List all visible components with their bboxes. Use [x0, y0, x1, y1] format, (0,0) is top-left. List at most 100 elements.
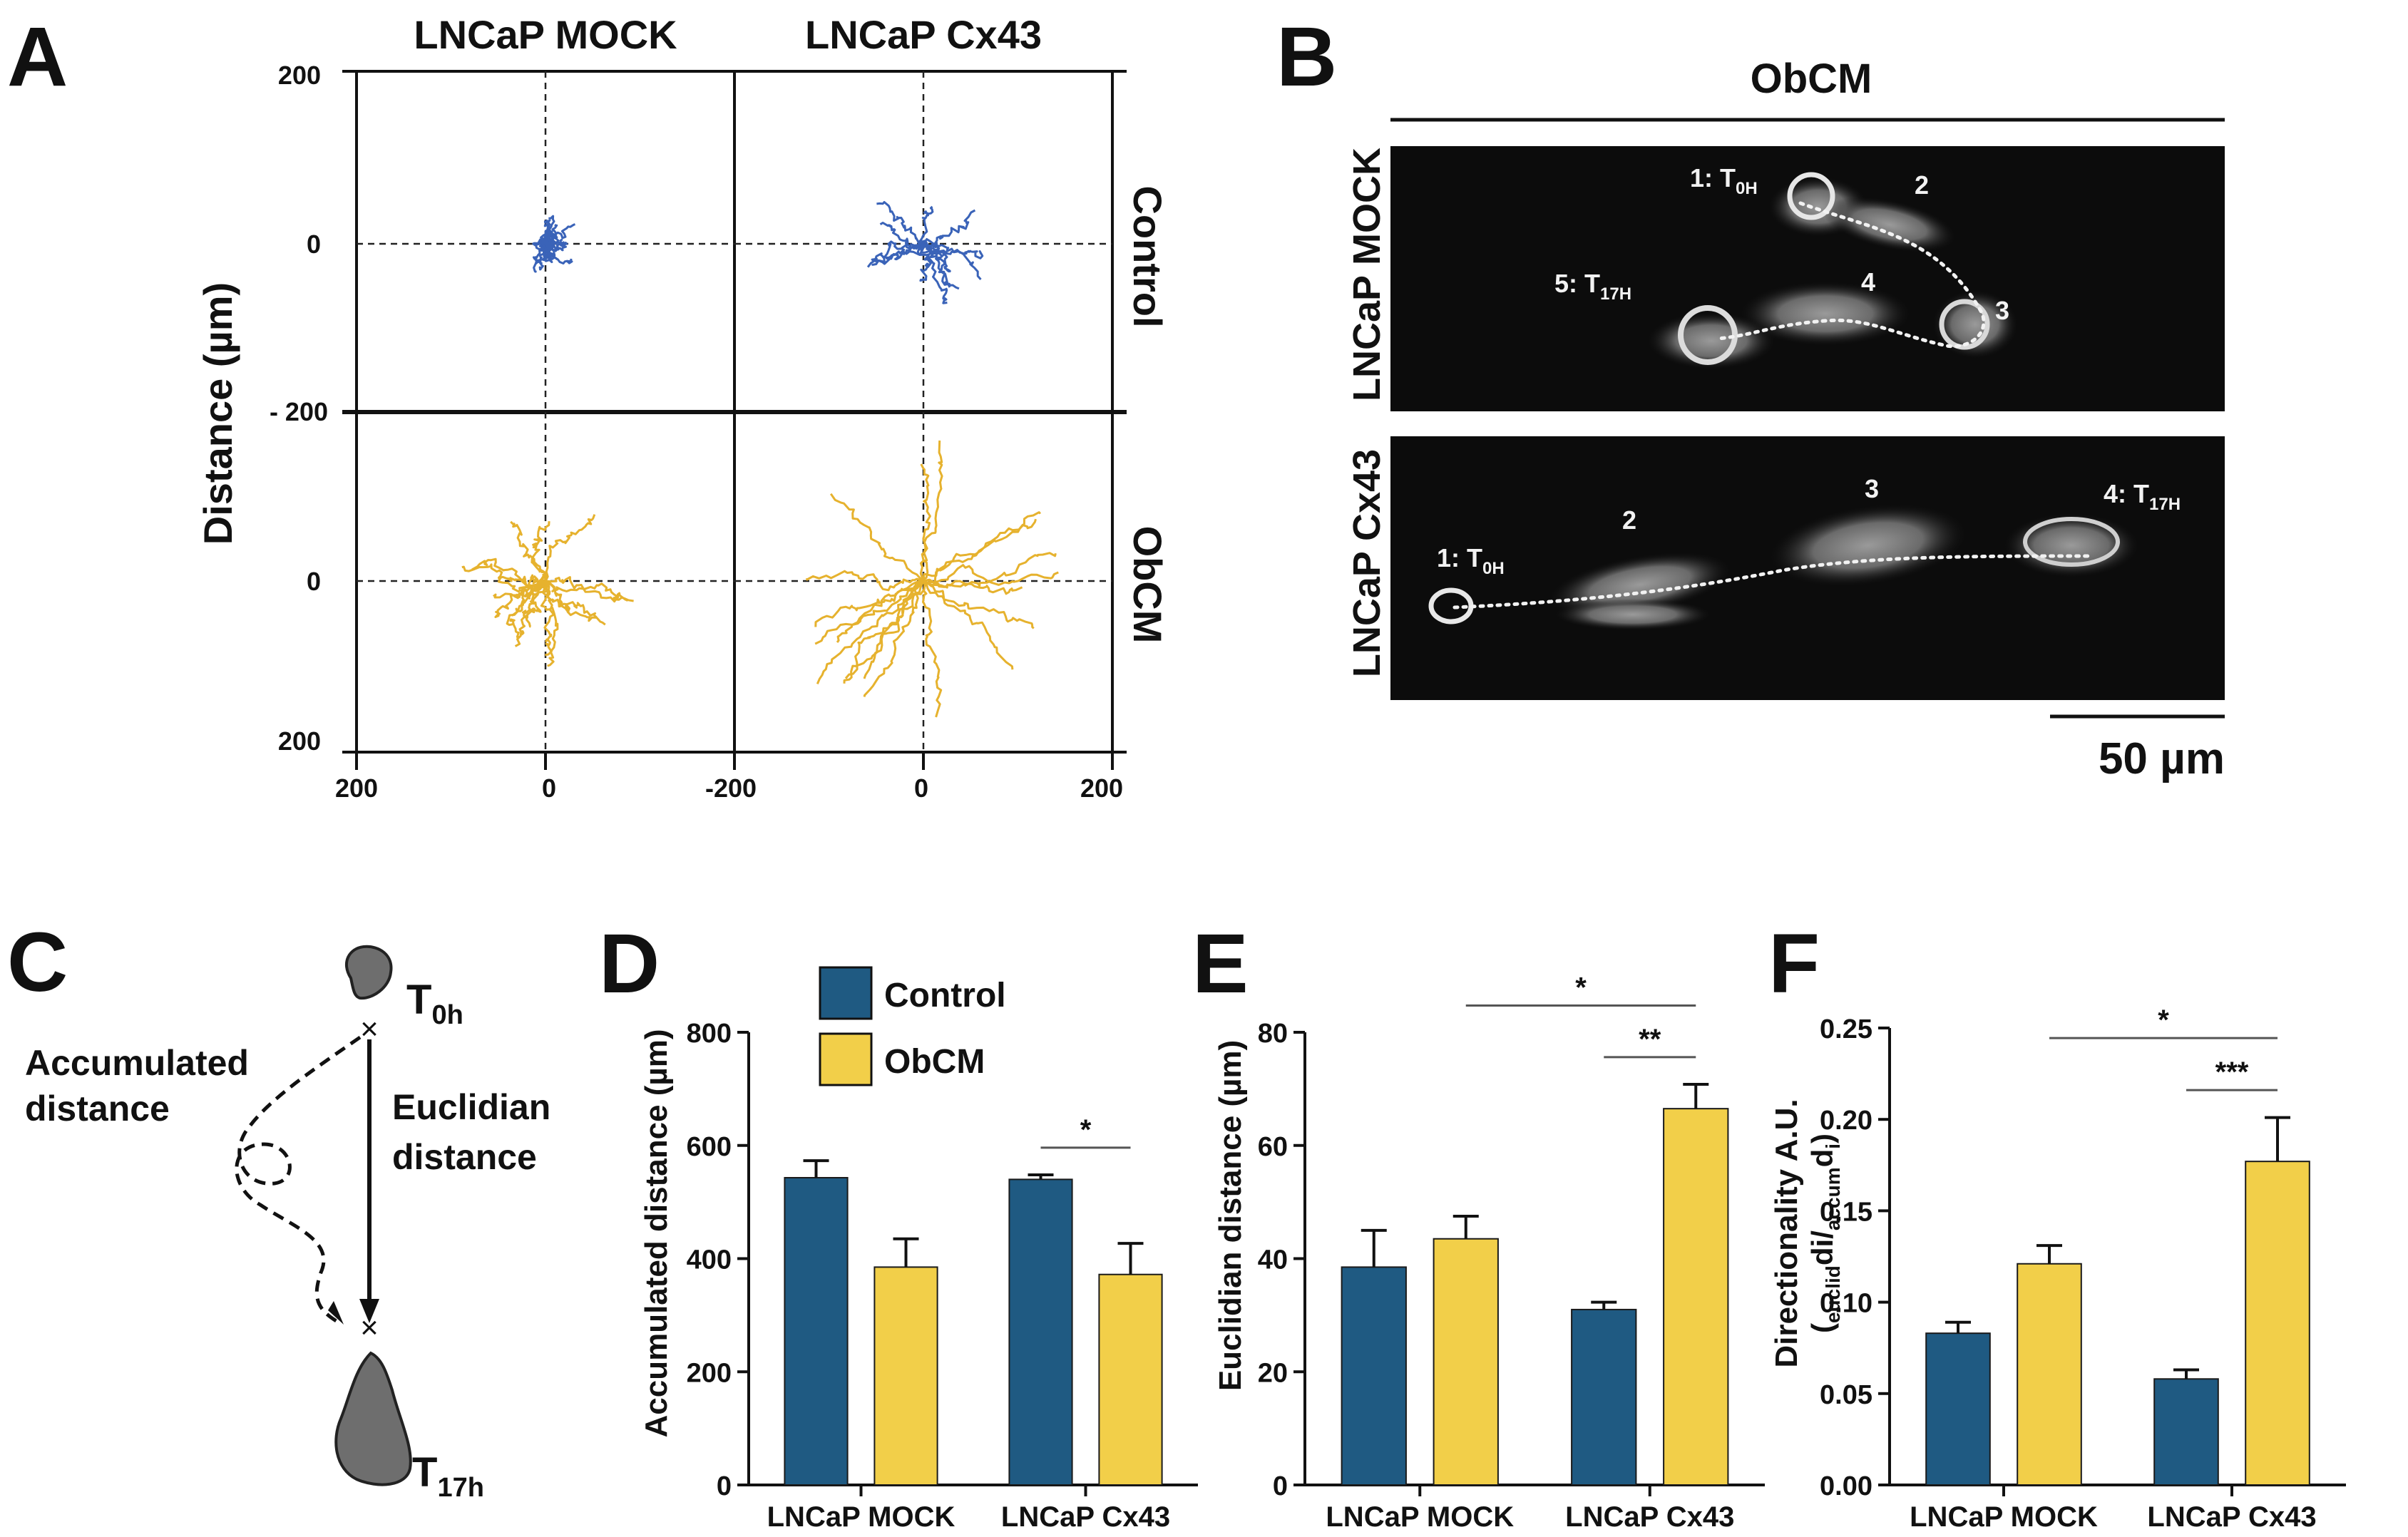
bar-control-2	[1571, 1308, 1637, 1486]
y-tick-label: 0	[1273, 1471, 1288, 1501]
mock-label-4: 4	[1861, 267, 1875, 297]
migration-track	[922, 580, 1035, 629]
panel-a-ticks: 200 0 - 200 0 200 200 0 -200 0 200	[270, 61, 1123, 803]
bar-obcm-2	[1098, 1273, 1163, 1486]
panel-d-label: D	[599, 917, 660, 1011]
chart-d: 0 200 400 600 800 Accumulated distance (µm) LN…	[639, 1019, 1198, 1533]
chart-e: 0 20 40 60 80 Euclidian distance (µm) LNCaP MO…	[1213, 972, 1765, 1533]
y-tick-label: 0.25	[1820, 1014, 1872, 1044]
migration-track	[544, 580, 634, 602]
legend-label-control: Control	[884, 977, 1006, 1014]
migration-track	[538, 241, 548, 271]
tracks-cx43-control	[866, 201, 984, 304]
legend: Control ObCM	[819, 966, 1006, 1086]
bar-control-1	[1925, 1332, 1991, 1486]
a-xtick-label-4: 0	[914, 773, 928, 803]
cell-blob	[1823, 197, 1957, 252]
migration-track	[506, 580, 546, 639]
migration-track	[917, 205, 934, 246]
y-tick-label: 800	[687, 1019, 732, 1049]
significance-label: *	[1080, 1114, 1092, 1146]
significance-label: **	[1639, 1024, 1661, 1055]
cell-blob	[2004, 513, 2139, 577]
y-tick-label: 600	[687, 1132, 732, 1162]
migration-track	[876, 201, 924, 245]
bar-control-1	[784, 1176, 849, 1486]
cell-ring	[1787, 172, 1835, 220]
x-tick-label: LNCaP Cx43	[1001, 1501, 1170, 1533]
cell-ring	[2023, 517, 2120, 567]
accumulated-label-1: Accumulated	[25, 1043, 249, 1083]
cx43-label-3: 3	[1865, 474, 1879, 503]
bar-control-2	[2153, 1378, 2219, 1486]
y-axis-label: Euclidian distance (µm)	[1213, 1040, 1248, 1391]
y-axis-formula: (eucliddi/accumdi)	[1805, 1134, 1844, 1333]
migration-track	[836, 580, 925, 643]
tracks-cx43-obcm	[806, 440, 1059, 718]
a-xtick-label-1: 200	[335, 773, 378, 803]
y-tick-label: 0.20	[1820, 1106, 1872, 1136]
micrograph-mock: 1: T0H 2 3 4 5: T17H	[1390, 146, 2225, 411]
migration-track	[863, 580, 924, 697]
accumulated-arrow-head	[328, 1301, 344, 1325]
col-title-mock: LNCaP MOCK	[414, 12, 677, 57]
a-ytick-5: 200	[278, 726, 321, 756]
migration-track	[544, 580, 606, 626]
cell-ring	[1939, 299, 1990, 350]
migration-track	[538, 238, 560, 252]
legend-label-obcm: ObCM	[884, 1043, 985, 1081]
migration-track	[922, 511, 1041, 584]
a-ytick-2: 0	[307, 230, 321, 259]
migration-track	[866, 240, 926, 268]
migration-track	[863, 580, 926, 679]
cell-blob	[1548, 552, 1732, 617]
start-cell-icon	[345, 945, 393, 1000]
y-tick-label: 0.15	[1820, 1197, 1872, 1227]
y-tick-label: 0.00	[1820, 1471, 1872, 1501]
panel-b-title: ObCM	[1751, 56, 1872, 102]
legend-swatch-obcm	[819, 1032, 873, 1086]
panel-e-label: E	[1192, 917, 1249, 1011]
migration-track	[461, 563, 547, 593]
x-tick-label: LNCaP Cx43	[2147, 1501, 2316, 1533]
panel-b-row-mock: LNCaP MOCK	[1346, 148, 1388, 401]
bar-obcm-1	[2017, 1263, 2082, 1486]
migration-track	[922, 580, 1014, 670]
cell-blob	[1554, 599, 1711, 630]
accumulated-path	[235, 1035, 362, 1325]
tracks-mock-obcm	[461, 514, 634, 667]
significance-label: ***	[2215, 1057, 2249, 1088]
euclidian-arrow-head	[359, 1299, 379, 1323]
col-title-cx43: LNCaP Cx43	[805, 12, 1042, 57]
migration-track	[814, 580, 925, 645]
a-xtick-label-5: 200	[1080, 773, 1123, 803]
x-tick-label: LNCaP MOCK	[1326, 1501, 1514, 1533]
row-title-control: Control	[1125, 185, 1170, 327]
cell-path-cx43	[1453, 554, 2091, 610]
migration-track	[545, 576, 628, 603]
y-axis-label: Accumulated distance (µm)	[639, 1029, 674, 1437]
mock-label-3: 3	[1995, 296, 2009, 325]
x-tick-label: LNCaP MOCK	[1910, 1501, 2098, 1533]
migration-track	[545, 580, 597, 622]
panel-b-label: B	[1276, 10, 1337, 104]
bar-control-1	[1341, 1266, 1407, 1486]
scalebar-label: 50 µm	[2099, 734, 2225, 783]
end-mark-icon: ×	[360, 1310, 379, 1345]
significance-label: *	[1575, 972, 1587, 1004]
y-tick-label: 0	[717, 1471, 732, 1501]
x-tick-label: LNCaP Cx43	[1565, 1501, 1734, 1533]
panel-f-label: F	[1768, 917, 1820, 1011]
migration-track	[920, 463, 931, 582]
cx43-label-1: 1: T0H	[1437, 543, 1505, 578]
migration-track	[843, 580, 925, 684]
panel-c-label: C	[7, 915, 68, 1009]
euclidian-label-1: Euclidian	[392, 1087, 550, 1127]
migration-track	[919, 440, 943, 582]
euclidian-label-2: distance	[392, 1137, 537, 1177]
y-tick-label: 60	[1258, 1132, 1288, 1162]
cx43-label-2: 2	[1622, 505, 1636, 535]
bar-obcm-1	[1433, 1238, 1499, 1486]
tracks-mock-control	[531, 215, 575, 273]
y-tick-label: 200	[687, 1358, 732, 1388]
